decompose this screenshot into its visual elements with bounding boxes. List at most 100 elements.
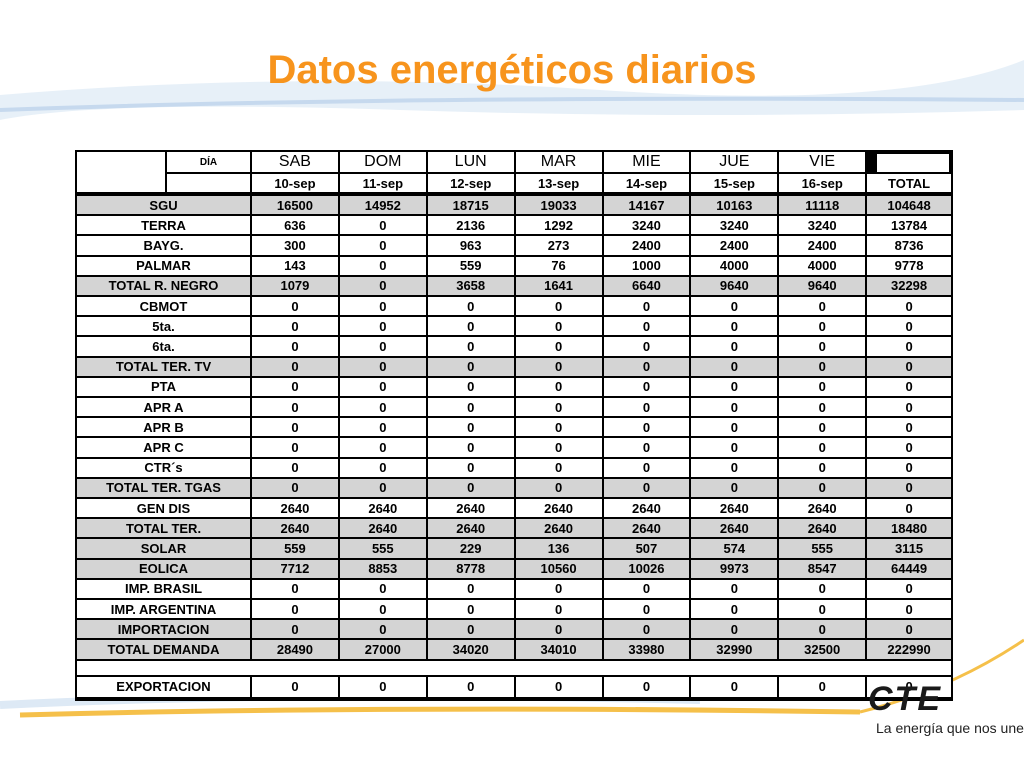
value-cell: 0 bbox=[427, 377, 514, 396]
value-cell: 0 bbox=[691, 398, 778, 417]
value-cell: 2640 bbox=[603, 499, 690, 518]
value-cell: 14952 bbox=[339, 196, 426, 215]
value-cell: 0 bbox=[779, 337, 866, 356]
value-cell: 27000 bbox=[339, 640, 426, 659]
value-cell: 0 bbox=[339, 337, 426, 356]
value-cell: 0 bbox=[691, 317, 778, 336]
value-cell: 0 bbox=[779, 377, 866, 396]
value-cell: 0 bbox=[603, 297, 690, 316]
value-cell: 10026 bbox=[603, 559, 690, 578]
row-label: CTR´s bbox=[77, 458, 250, 477]
value-cell: 0 bbox=[603, 579, 690, 598]
row-label: BAYG. bbox=[77, 236, 250, 255]
value-cell: 0 bbox=[867, 398, 951, 417]
value-cell: 0 bbox=[427, 579, 514, 598]
value-cell: 0 bbox=[691, 418, 778, 437]
value-cell: 300 bbox=[252, 236, 338, 255]
day-header: LUN bbox=[427, 152, 514, 172]
value-cell: 0 bbox=[252, 418, 338, 437]
value-cell: 0 bbox=[603, 317, 690, 336]
value-cell: 0 bbox=[691, 620, 778, 639]
value-cell: 555 bbox=[779, 539, 866, 558]
value-cell: 6640 bbox=[603, 276, 690, 295]
value-cell: 0 bbox=[691, 478, 778, 497]
value-cell: 4000 bbox=[691, 256, 778, 275]
row-label: TOTAL TER. TV bbox=[77, 357, 250, 376]
value-cell: 0 bbox=[779, 458, 866, 477]
row-label: IMP. BRASIL bbox=[77, 579, 250, 598]
value-cell: 18715 bbox=[427, 196, 514, 215]
value-cell: 0 bbox=[427, 438, 514, 457]
value-cell: 0 bbox=[603, 620, 690, 639]
value-cell: 1079 bbox=[252, 276, 338, 295]
value-cell: 0 bbox=[339, 600, 426, 619]
row-label: PTA bbox=[77, 377, 250, 396]
value-cell: 0 bbox=[691, 297, 778, 316]
value-cell: 0 bbox=[515, 458, 602, 477]
date-header: 15-sep bbox=[691, 174, 778, 192]
value-cell: 7712 bbox=[252, 559, 338, 578]
value-cell: 0 bbox=[603, 418, 690, 437]
value-cell: 0 bbox=[691, 438, 778, 457]
value-cell: 0 bbox=[252, 579, 338, 598]
value-cell: 0 bbox=[339, 276, 426, 295]
value-cell: 0 bbox=[779, 398, 866, 417]
value-cell: 0 bbox=[427, 600, 514, 619]
value-cell: 3240 bbox=[691, 216, 778, 235]
value-cell: 2136 bbox=[427, 216, 514, 235]
value-cell: 574 bbox=[691, 539, 778, 558]
value-cell: 559 bbox=[427, 256, 514, 275]
value-cell: 0 bbox=[867, 357, 951, 376]
value-cell: 0 bbox=[427, 418, 514, 437]
value-cell: 0 bbox=[779, 418, 866, 437]
value-cell: 0 bbox=[515, 398, 602, 417]
value-cell: 28490 bbox=[252, 640, 338, 659]
value-cell: 13784 bbox=[867, 216, 951, 235]
value-cell: 0 bbox=[603, 676, 690, 697]
value-cell: 0 bbox=[867, 478, 951, 497]
value-cell: 34020 bbox=[427, 640, 514, 659]
value-cell: 636 bbox=[252, 216, 338, 235]
value-cell: 0 bbox=[252, 600, 338, 619]
value-cell: 1641 bbox=[515, 276, 602, 295]
data-table: DÍA SAB 10-sep DOM 11-sep LUN 12-sep MAR 13-sep M… bbox=[75, 150, 953, 701]
value-cell: 9640 bbox=[779, 276, 866, 295]
value-cell: 0 bbox=[252, 357, 338, 376]
value-cell: 0 bbox=[867, 579, 951, 598]
value-cell: 8778 bbox=[427, 559, 514, 578]
value-cell: 11118 bbox=[779, 196, 866, 215]
value-cell: 1000 bbox=[603, 256, 690, 275]
value-cell: 0 bbox=[339, 676, 426, 697]
value-cell: 0 bbox=[779, 600, 866, 619]
value-cell: 2640 bbox=[252, 519, 338, 538]
value-cell: 0 bbox=[339, 478, 426, 497]
row-label: IMPORTACION bbox=[77, 620, 250, 639]
value-cell: 229 bbox=[427, 539, 514, 558]
value-cell: 4000 bbox=[779, 256, 866, 275]
value-cell: 0 bbox=[779, 579, 866, 598]
date-header: 14-sep bbox=[603, 174, 690, 192]
value-cell: 0 bbox=[339, 256, 426, 275]
value-cell: 0 bbox=[515, 438, 602, 457]
value-cell: 9640 bbox=[691, 276, 778, 295]
value-cell: 8853 bbox=[339, 559, 426, 578]
value-cell: 2640 bbox=[339, 519, 426, 538]
row-label: EXPORTACION bbox=[77, 676, 250, 697]
value-cell: 0 bbox=[515, 600, 602, 619]
row-label: SGU bbox=[77, 196, 250, 215]
value-cell: 9973 bbox=[691, 559, 778, 578]
value-cell: 0 bbox=[252, 676, 338, 697]
day-header: VIE bbox=[779, 152, 866, 172]
value-cell: 2400 bbox=[691, 236, 778, 255]
value-cell: 507 bbox=[603, 539, 690, 558]
row-label: TOTAL TER. bbox=[77, 519, 250, 538]
value-cell: 0 bbox=[427, 357, 514, 376]
value-cell: 0 bbox=[779, 438, 866, 457]
value-cell: 0 bbox=[427, 620, 514, 639]
value-cell: 0 bbox=[515, 317, 602, 336]
value-cell: 8736 bbox=[867, 236, 951, 255]
value-cell: 0 bbox=[339, 236, 426, 255]
value-cell: 0 bbox=[252, 337, 338, 356]
value-cell: 3658 bbox=[427, 276, 514, 295]
row-label: PALMAR bbox=[77, 256, 250, 275]
